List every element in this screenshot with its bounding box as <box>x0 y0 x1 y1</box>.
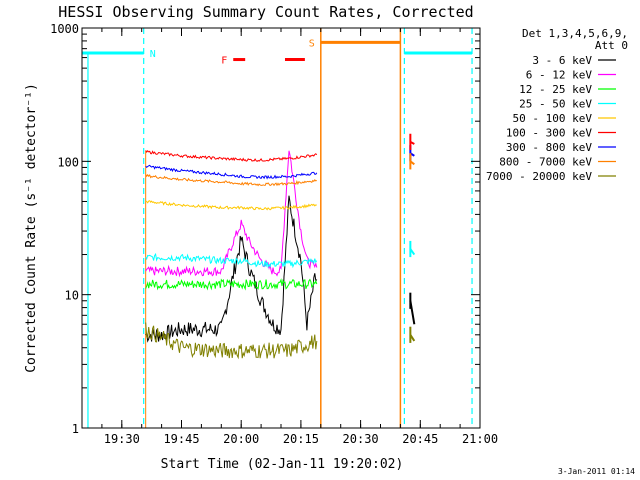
x-tick-label: 20:15 <box>283 432 319 446</box>
legend-header-line-2: Att 0 <box>595 39 628 52</box>
y-tick-label: 1000 <box>50 22 79 36</box>
y-tick-label: 100 <box>57 155 79 169</box>
legend: Det 1,3,4,5,6,9, Att 0 3 - 6 keV 6 - 12 k… <box>486 27 628 183</box>
x-tick-label: 21:00 <box>462 432 498 446</box>
series-line <box>145 200 317 211</box>
y-tick-label: 1 <box>72 422 79 436</box>
y-tick-label: 10 <box>65 289 79 303</box>
y-axis: 1 10 100 1000 <box>50 22 480 436</box>
series-line <box>145 173 318 187</box>
x-tick-label: 19:45 <box>163 432 199 446</box>
plot-area: N F S <box>82 28 473 428</box>
series-line <box>145 150 318 163</box>
flag-F-label: F <box>221 56 227 67</box>
legend-label: 12 - 25 keV <box>519 83 592 96</box>
x-axis-label: Start Time (02-Jan-11 19:20:02) <box>161 457 404 472</box>
legend-header-line-1: Det 1,3,4,5,6,9, <box>522 27 628 40</box>
legend-label: 6 - 12 keV <box>526 69 593 82</box>
series-line <box>145 322 318 360</box>
x-axis: 19:30 19:45 20:00 20:15 20:30 20:45 21:00 <box>81 28 498 446</box>
series-line <box>145 278 318 291</box>
y-axis-label: Corrected Count Rate (s⁻¹ detector⁻¹) <box>24 83 39 373</box>
flag-N-label: N <box>150 49 156 60</box>
flag-S-label: S <box>309 38 315 49</box>
plot-frame <box>81 27 481 429</box>
legend-label: 3 - 6 keV <box>532 54 592 67</box>
series-line <box>145 195 318 343</box>
legend-label: 25 - 50 keV <box>519 98 592 111</box>
x-tick-label: 19:30 <box>104 432 140 446</box>
legend-label: 7000 - 20000 keV <box>486 170 592 183</box>
series-line <box>145 252 318 269</box>
chart-title: HESSI Observing Summary Count Rates, Cor… <box>58 3 473 21</box>
x-tick-label: 20:00 <box>223 432 259 446</box>
series-line <box>145 164 318 180</box>
legend-label: 100 - 300 keV <box>506 127 592 140</box>
footer-date: 3-Jan-2011 01:14 <box>558 467 635 476</box>
legend-label: 800 - 7000 keV <box>499 156 592 169</box>
series-line <box>145 150 318 278</box>
legend-label: 300 - 800 keV <box>506 141 592 154</box>
x-tick-label: 20:30 <box>343 432 379 446</box>
x-tick-label: 20:45 <box>402 432 438 446</box>
legend-label: 50 - 100 keV <box>513 112 593 125</box>
